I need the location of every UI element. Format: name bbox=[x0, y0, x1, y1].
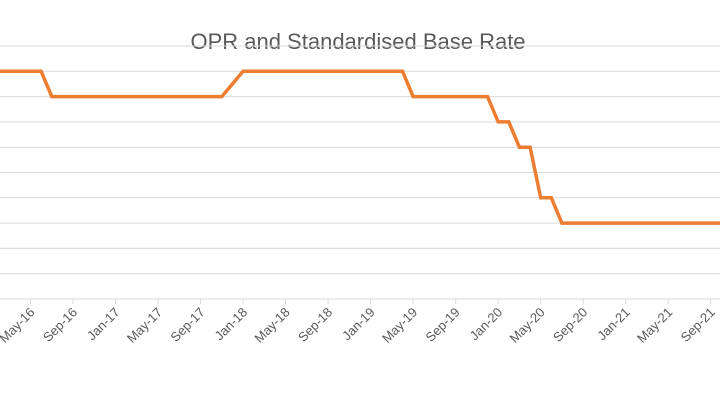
series-layer bbox=[0, 69, 720, 225]
series-line-0 bbox=[0, 69, 720, 225]
x-tick-label: May-18 bbox=[251, 305, 292, 346]
x-tick-label: May-20 bbox=[507, 305, 548, 346]
chart-title: OPR and Standardised Base Rate bbox=[190, 29, 525, 54]
x-tick-label: Jan-19 bbox=[339, 305, 378, 344]
x-tick-label: Jan-18 bbox=[211, 305, 250, 344]
x-tick-label: Jan-20 bbox=[467, 305, 506, 344]
gridlines bbox=[0, 45, 720, 275]
x-tick-label: Jan-21 bbox=[594, 305, 633, 344]
x-tick-label: May-21 bbox=[634, 305, 675, 346]
x-tick-label: May-16 bbox=[0, 305, 38, 346]
x-tick-label: Sep-21 bbox=[678, 305, 718, 345]
x-tick-label: Sep-19 bbox=[423, 305, 463, 345]
x-tick-label: Sep-18 bbox=[295, 305, 335, 345]
x-tick-label: May-19 bbox=[379, 305, 420, 346]
x-tick-label: May-17 bbox=[124, 305, 165, 346]
x-tick-label: Sep-20 bbox=[550, 305, 590, 345]
x-axis: May-16 Sep-16 Jan-17 May-17 Sep-17 Jan-18 May-… bbox=[0, 298, 720, 346]
x-tick-label: Sep-17 bbox=[167, 305, 207, 345]
x-tick-label: Sep-16 bbox=[40, 305, 80, 345]
x-tick-label: Jan-17 bbox=[84, 305, 123, 344]
